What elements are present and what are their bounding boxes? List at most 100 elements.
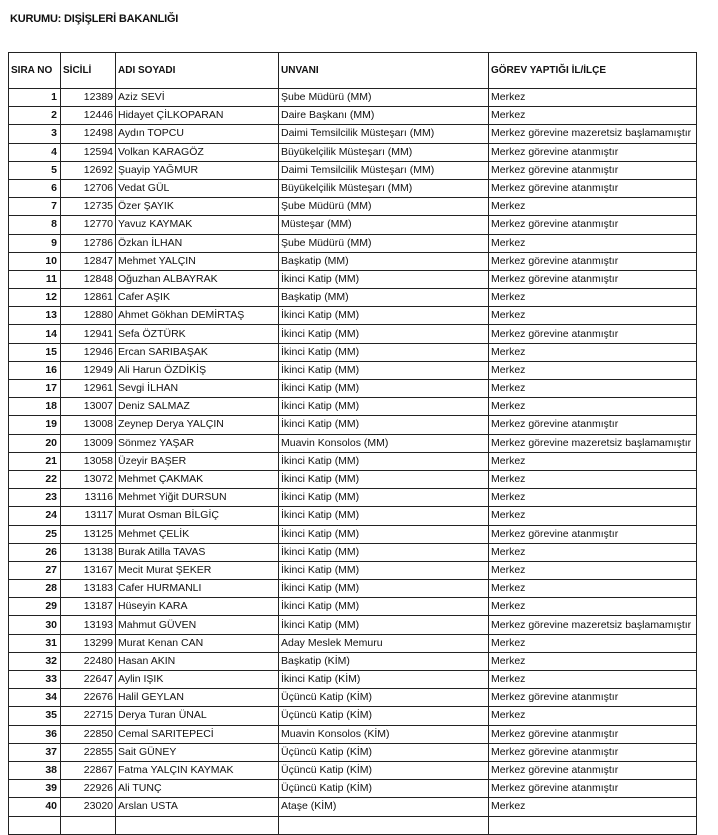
duty-location: Merkez — [488, 288, 697, 308]
registry-number: 12941 — [60, 324, 116, 344]
table-row: 20 13009 Sönmez YAŞAR Muavin Konsolos (MM) M… — [8, 433, 697, 453]
table-row: 30 13193 Mahmut GÜVEN İkinci Katip (MM) Merk… — [8, 615, 697, 635]
table-row: 27 13167 Mecit Murat ŞEKER İkinci Katip (MM… — [8, 560, 697, 581]
full-name: Aziz SEVİ — [115, 87, 279, 108]
table-row: 29 13187 Hüseyin KARA İkinci Katip (MM) Merk… — [8, 597, 697, 617]
title: İkinci Katip (MM) — [278, 360, 489, 381]
duty-location: Merkez — [488, 542, 697, 562]
table-row: 9 12786 Özkan İLHAN Şube Müdürü (MM) Merkez — [8, 233, 697, 253]
duty-location: Merkez görevine atanmıştır — [488, 724, 697, 744]
title: Ataşe (KİM) — [278, 797, 489, 817]
table-row: 18 13007 Deniz SALMAZ İkinci Katip (MM) Merk… — [8, 397, 697, 417]
registry-number: 12594 — [60, 142, 116, 162]
row-number: 24 — [8, 506, 61, 526]
row-number: 15 — [8, 342, 61, 362]
table-row: 13 12880 Ahmet Gökhan DEMİRTAŞ İkinci Katip… — [8, 306, 697, 326]
full-name: Mahmut GÜVEN — [115, 615, 279, 635]
table-row: 6 12706 Vedat GÜL Büyükelçilik Müsteşarı (M… — [8, 178, 697, 199]
duty-location: Merkez görevine mazeretsiz başlamamıştır — [488, 615, 697, 635]
registry-number: 13009 — [60, 433, 116, 453]
registry-number: 22676 — [60, 688, 116, 708]
duty-location: Merkez — [488, 469, 697, 490]
row-number: 19 — [8, 415, 61, 435]
registry-number: 23020 — [60, 797, 116, 817]
registry-number: 12706 — [60, 178, 116, 199]
full-name: Zeynep Derya YALÇIN — [115, 415, 279, 435]
full-name: Ali Harun ÖZDİKİŞ — [115, 360, 279, 381]
duty-location: Merkez görevine atanmıştır — [488, 215, 697, 235]
full-name: Volkan KARAGÖZ — [115, 142, 279, 162]
row-number: 37 — [8, 742, 61, 762]
full-name: Sefa ÖZTÜRK — [115, 324, 279, 344]
empty-cell — [60, 815, 116, 835]
title: İkinci Katip (MM) — [278, 378, 489, 399]
title: Muavin Konsolos (MM) — [278, 433, 489, 453]
row-number: 4 — [8, 142, 61, 162]
duty-location: Merkez — [488, 378, 697, 399]
title: Şube Müdürü (MM) — [278, 87, 489, 108]
row-number: 1 — [8, 87, 61, 108]
registry-number: 12498 — [60, 124, 116, 144]
registry-number: 13007 — [60, 397, 116, 417]
row-number: 35 — [8, 706, 61, 726]
row-number: 27 — [8, 560, 61, 581]
full-name: Aydın TOPCU — [115, 124, 279, 144]
table-row: 21 13058 Üzeyir BAŞER İkinci Katip (MM) Merk… — [8, 451, 697, 471]
registry-number: 13167 — [60, 560, 116, 581]
registry-number: 12786 — [60, 233, 116, 253]
table-row-partial — [8, 815, 697, 835]
row-number: 26 — [8, 542, 61, 562]
registry-number: 22647 — [60, 669, 116, 690]
full-name: Hüseyin KARA — [115, 597, 279, 617]
title: Üçüncü Katip (KİM) — [278, 706, 489, 726]
row-number: 10 — [8, 251, 61, 271]
title: Daimi Temsilcilik Müsteşarı (MM) — [278, 124, 489, 144]
row-number: 29 — [8, 597, 61, 617]
title: Üçüncü Katip (KİM) — [278, 688, 489, 708]
title: Üçüncü Katip (KİM) — [278, 779, 489, 799]
registry-number: 12848 — [60, 269, 116, 290]
duty-location: Merkez — [488, 106, 697, 126]
full-name: Deniz SALMAZ — [115, 397, 279, 417]
title: Muavin Konsolos (KİM) — [278, 724, 489, 744]
duty-location: Merkez — [488, 797, 697, 817]
row-number: 18 — [8, 397, 61, 417]
duty-location: Merkez görevine atanmıştır — [488, 142, 697, 162]
registry-number: 13299 — [60, 633, 116, 653]
column-header: ADI SOYADI — [115, 52, 279, 89]
registry-number: 12961 — [60, 378, 116, 399]
column-header: SİCİLİ — [60, 52, 116, 89]
full-name: Oğuzhan ALBAYRAK — [115, 269, 279, 290]
duty-location: Merkez görevine mazeretsiz başlamamıştır — [488, 124, 697, 144]
empty-cell — [278, 815, 489, 835]
full-name: Sevgi İLHAN — [115, 378, 279, 399]
table-row: 5 12692 Şuayip YAĞMUR Daimi Temsilcilik Müs… — [8, 160, 697, 180]
registry-number: 12861 — [60, 288, 116, 308]
table-row: 8 12770 Yavuz KAYMAK Müsteşar (MM) Merkez gö… — [8, 215, 697, 235]
row-number: 39 — [8, 779, 61, 799]
title: İkinci Katip (MM) — [278, 524, 489, 544]
full-name: Cafer HURMANLI — [115, 579, 279, 599]
title: İkinci Katip (MM) — [278, 579, 489, 599]
full-name: Mehmet ÇELİK — [115, 524, 279, 544]
full-name: Sönmez YAŞAR — [115, 433, 279, 453]
row-number: 28 — [8, 579, 61, 599]
row-number: 21 — [8, 451, 61, 471]
row-number: 25 — [8, 524, 61, 544]
title: İkinci Katip (MM) — [278, 560, 489, 581]
row-number: 40 — [8, 797, 61, 817]
registry-number: 12770 — [60, 215, 116, 235]
row-number: 20 — [8, 433, 61, 453]
title: İkinci Katip (MM) — [278, 597, 489, 617]
row-number: 17 — [8, 378, 61, 399]
table-row: 40 23020 Arslan USTA Ataşe (KİM) Merkez — [8, 797, 697, 817]
title: Müsteşar (MM) — [278, 215, 489, 235]
full-name: Cafer AŞIK — [115, 288, 279, 308]
row-number: 36 — [8, 724, 61, 744]
full-name: Hidayet ÇİLKOPARAN — [115, 106, 279, 126]
title: Şube Müdürü (MM) — [278, 197, 489, 217]
title: Başkatip (KİM) — [278, 651, 489, 672]
row-number: 3 — [8, 124, 61, 144]
table-row: 17 12961 Sevgi İLHAN İkinci Katip (MM) Merke… — [8, 378, 697, 399]
duty-location: Merkez — [488, 579, 697, 599]
